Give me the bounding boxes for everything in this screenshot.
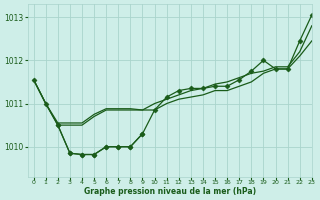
X-axis label: Graphe pression niveau de la mer (hPa): Graphe pression niveau de la mer (hPa) [84, 187, 256, 196]
